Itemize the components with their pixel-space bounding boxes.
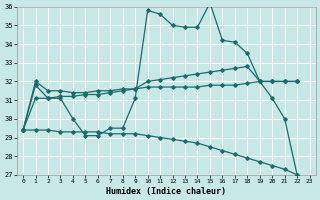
X-axis label: Humidex (Indice chaleur): Humidex (Indice chaleur) — [106, 187, 226, 196]
